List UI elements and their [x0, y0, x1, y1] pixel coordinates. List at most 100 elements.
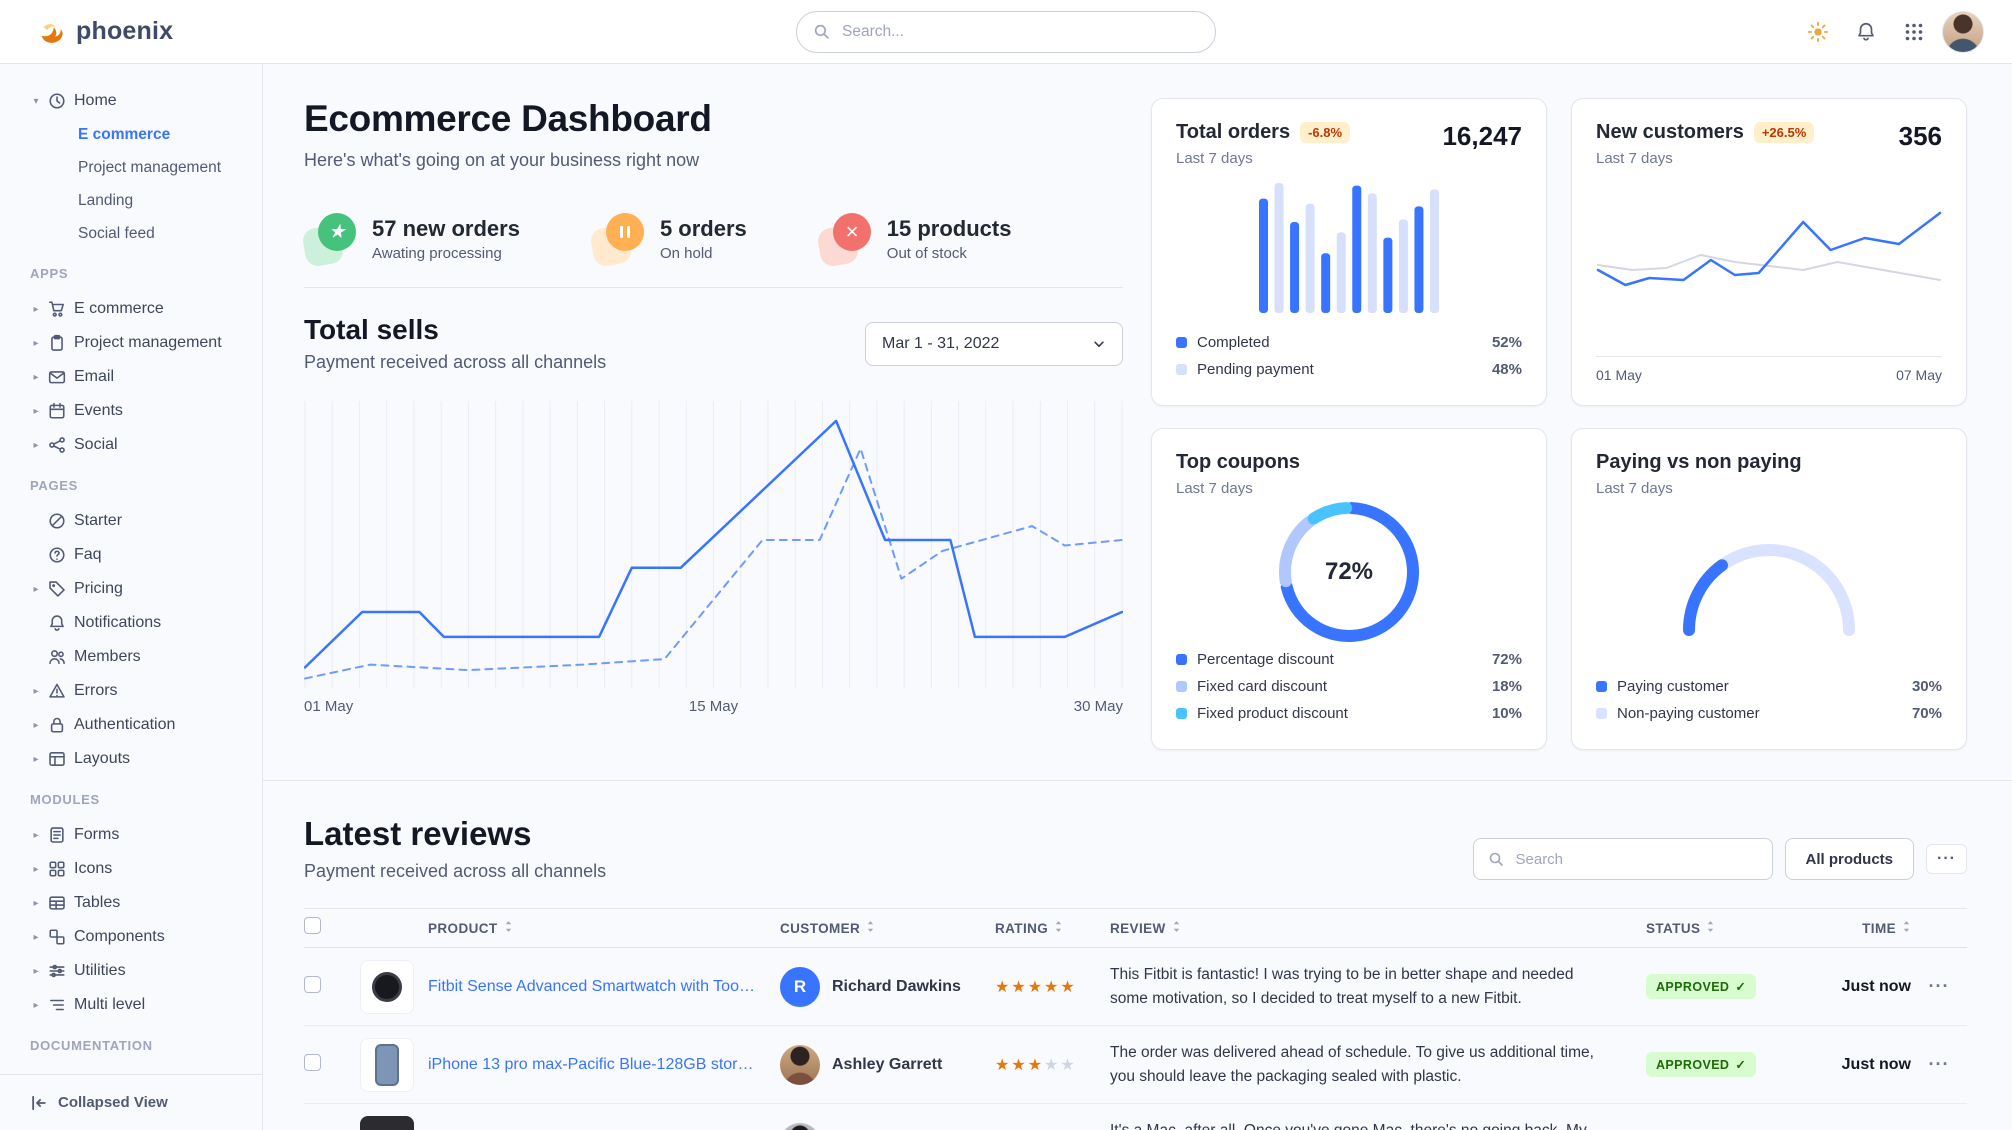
sort-icon[interactable]: [1902, 920, 1911, 936]
user-avatar[interactable]: [1942, 10, 1984, 53]
sidebar-item-social[interactable]: ▸ Social: [30, 428, 252, 462]
stat-out-of-stock: × 15 products Out of stock: [815, 213, 1011, 269]
sun-icon: [1807, 21, 1829, 42]
new-customers-card: New customers +26.5% Last 7 days 356 01 …: [1571, 98, 1967, 406]
paying-card: Paying vs non paying Last 7 days Paying …: [1571, 428, 1967, 750]
sort-icon[interactable]: [1172, 920, 1181, 936]
users-icon: [48, 648, 68, 666]
brand-name: phoenix: [76, 17, 174, 45]
bell-icon: [1858, 22, 1874, 41]
share-icon: [48, 436, 68, 454]
star-icon: ★: [995, 1056, 1012, 1074]
row-actions-button[interactable]: ···: [1928, 976, 1950, 996]
sidebar-item-errors[interactable]: ▸ Errors: [30, 674, 252, 708]
status-badge: APPROVED: [1646, 1052, 1757, 1077]
caret-icon: ▸: [33, 303, 39, 315]
sliders-icon: [48, 962, 68, 980]
total-orders-value: 16,247: [1442, 121, 1522, 151]
row-checkbox[interactable]: [304, 1053, 321, 1071]
sidebar-item-email[interactable]: ▸ Email: [30, 360, 252, 394]
star-icon: ★: [1027, 1056, 1045, 1074]
star-icon: ★: [1011, 978, 1028, 996]
sidebar-item-pricing[interactable]: ▸ Pricing: [30, 572, 252, 606]
sidebar-item-icons[interactable]: ▸ Icons: [30, 852, 252, 886]
search-input[interactable]: [840, 21, 1199, 42]
lock-icon: [48, 716, 68, 734]
top-coupons-chart: 72%: [1176, 497, 1522, 646]
sidebar-subitem-e-commerce[interactable]: E commerce: [78, 125, 171, 143]
sort-icon[interactable]: [1706, 920, 1715, 936]
sort-icon[interactable]: [866, 920, 875, 936]
product-link[interactable]: iPhone 13 pro max-Pacific Blue-128GB sto…: [428, 1055, 758, 1073]
dashboard-left-column: Ecommerce Dashboard Here's what's going …: [300, 98, 1124, 750]
sidebar-item-members[interactable]: Members: [30, 640, 252, 674]
phoenix-logo-icon: [36, 17, 66, 47]
sidebar-subitem-social-feed[interactable]: Social feed: [78, 224, 155, 242]
legend-swatch: [1596, 681, 1607, 692]
sidebar-item-layouts[interactable]: ▸ Layouts: [30, 742, 252, 776]
new-customers-x-axis: 01 May 07 May: [1596, 356, 1942, 383]
calendar-icon: [48, 402, 68, 420]
trend-badge: +26.5%: [1753, 122, 1815, 143]
sidebar-item-components[interactable]: ▸ Components: [30, 920, 252, 954]
global-search[interactable]: [796, 10, 1216, 53]
sidebar-item-project-management[interactable]: ▸ Project management: [30, 326, 252, 360]
legend-item: Fixed product discount 10%: [1176, 700, 1522, 727]
collapse-view-button[interactable]: Collapsed View: [0, 1074, 262, 1130]
sidebar-item-events[interactable]: ▸ Events: [30, 394, 252, 428]
rating-stars: ★★★★★: [995, 977, 1110, 997]
forms-icon: [48, 826, 68, 844]
sidebar-item-multi-level[interactable]: ▸ Multi level: [30, 988, 252, 1022]
total-sells-title: Total sells: [304, 314, 439, 345]
sort-icon[interactable]: [1054, 920, 1063, 936]
apps-grid-button[interactable]: [1894, 12, 1934, 52]
row-actions-button[interactable]: ···: [1928, 1054, 1950, 1074]
sidebar-subitem-project-management[interactable]: Project management: [78, 158, 222, 176]
table-icon: [48, 894, 68, 912]
date-range-select[interactable]: Mar 1 - 31, 2022: [865, 321, 1123, 366]
home-icon: [48, 92, 68, 110]
product-image: [360, 1115, 414, 1130]
legend-swatch: [1176, 708, 1187, 719]
reviews-search[interactable]: [1472, 838, 1773, 880]
theme-toggle-button[interactable]: [1798, 12, 1838, 52]
product-link[interactable]: Fitbit Sense Advanced Smartwatch with To…: [428, 977, 758, 995]
bell-icon: [48, 614, 68, 632]
notifications-button[interactable]: [1846, 12, 1886, 52]
product-image: [360, 1037, 414, 1092]
row-checkbox[interactable]: [304, 975, 321, 993]
star-icon: ★: [995, 978, 1012, 996]
sidebar-item-home[interactable]: ▾ Home: [30, 84, 252, 118]
select-all-checkbox[interactable]: [304, 917, 321, 934]
page-title: Ecommerce Dashboard: [304, 98, 712, 139]
legend-item: Percentage discount 72%: [1176, 646, 1522, 673]
sidebar-item-starter[interactable]: Starter: [30, 504, 252, 538]
sidebar-item-notifications[interactable]: Notifications: [30, 606, 252, 640]
sidebar-item-e-commerce[interactable]: ▸ E commerce: [30, 292, 252, 326]
brand-logo[interactable]: phoenix: [36, 17, 263, 47]
reviews-search-input[interactable]: [1513, 849, 1758, 869]
caret-icon: ▸: [33, 829, 39, 841]
all-products-button[interactable]: All products: [1784, 838, 1915, 880]
customer-avatar: R: [780, 966, 820, 1007]
caret-icon: ▸: [33, 753, 39, 765]
cart-icon: [48, 300, 68, 318]
sidebar-item-faq[interactable]: Faq: [30, 538, 252, 572]
sidebar-subitem-landing[interactable]: Landing: [78, 191, 134, 209]
legend-swatch: [1176, 337, 1187, 348]
legend-swatch: [1176, 654, 1187, 665]
sidebar-item-authentication[interactable]: ▸ Authentication: [30, 708, 252, 742]
main-content: Ecommerce Dashboard Here's what's going …: [263, 64, 2012, 1130]
sidebar-section-pages: PAGES: [30, 478, 79, 493]
reviews-more-button[interactable]: ···: [1926, 844, 1967, 874]
sidebar-item-tables[interactable]: ▸ Tables: [30, 886, 252, 920]
sidebar-item-utilities[interactable]: ▸ Utilities: [30, 954, 252, 988]
dashboard-cards: Total orders -6.8% Last 7 days 16,247 Co…: [1151, 98, 1967, 750]
page-subtitle: Here's what's going on at your business …: [304, 150, 700, 170]
table-header: PRODUCT CUSTOMER RATING REVIEW STATUS TI…: [304, 908, 1967, 948]
sort-icon[interactable]: [504, 920, 513, 936]
donut-center-label: 72%: [1324, 557, 1374, 585]
sidebar-item-forms[interactable]: ▸ Forms: [30, 818, 252, 852]
clipboard-icon: [48, 334, 68, 352]
navbar-actions: [1798, 10, 1984, 53]
